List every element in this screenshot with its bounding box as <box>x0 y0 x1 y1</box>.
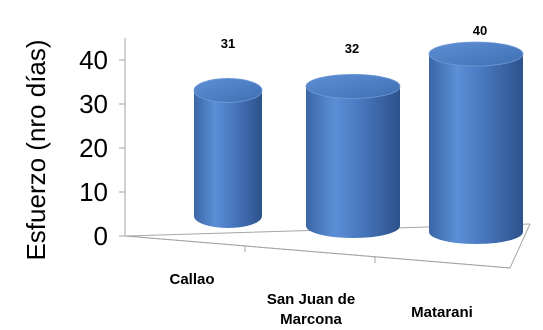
bar-top-0 <box>193 78 263 103</box>
category-label-0: Callao <box>169 271 214 288</box>
y-tick-label-2: 20 <box>79 133 108 163</box>
bar-1 <box>305 74 401 239</box>
bar-top-1 <box>305 74 401 99</box>
category-label-2: Matarani <box>411 304 473 321</box>
category-labels-group: Callao San Juan de Marcona Matarani <box>169 271 472 328</box>
bar-0 <box>193 78 263 228</box>
y-axis-label: Esfuerzo (nro días) <box>21 39 51 260</box>
category-label-1: San Juan de Marcona <box>267 291 355 328</box>
bar-top-2 <box>428 41 524 67</box>
bar-body-0 <box>194 90 262 228</box>
front-floor-edge <box>124 235 511 269</box>
y-tick-label-1: 10 <box>79 177 108 207</box>
data-label-2: 40 <box>473 23 487 38</box>
bar-body-1 <box>306 86 400 239</box>
y-tick-label-0: 0 <box>94 221 108 251</box>
bar-body-2 <box>429 54 523 244</box>
data-label-0: 31 <box>221 36 235 51</box>
y-tick-label-3: 30 <box>79 89 108 119</box>
data-labels-group: 31 32 40 <box>221 23 487 56</box>
y-tick-label-4: 40 <box>79 45 108 75</box>
y-axis-ticks: 0 10 20 30 40 <box>79 45 125 251</box>
data-label-1: 32 <box>345 41 359 56</box>
bar-2 <box>428 41 524 244</box>
bars-group <box>193 41 524 244</box>
